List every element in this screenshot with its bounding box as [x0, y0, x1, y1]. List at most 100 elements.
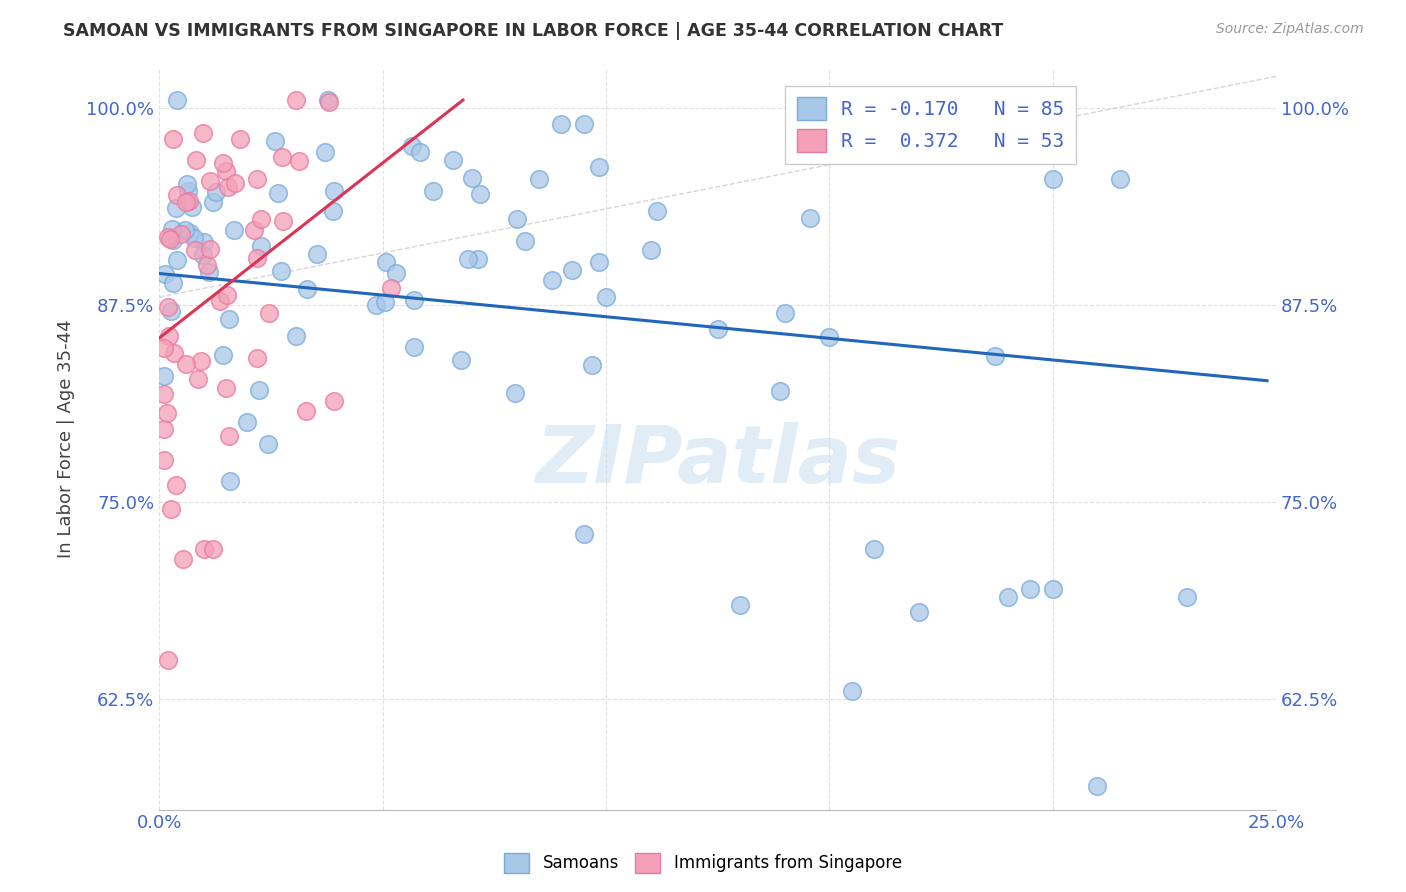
Point	[513, 234, 536, 248]
Legend: R = -0.170   N = 85, R =  0.372   N = 53: R = -0.170 N = 85, R = 0.372 N = 53	[785, 86, 1077, 163]
Point	[190, 354, 212, 368]
Point	[468, 187, 491, 202]
Point	[246, 172, 269, 186]
Point	[208, 294, 231, 309]
Point	[294, 404, 316, 418]
Point	[401, 139, 423, 153]
Point	[457, 252, 479, 267]
Point	[159, 304, 181, 318]
Y-axis label: In Labor Force | Age 35-44: In Labor Force | Age 35-44	[58, 319, 75, 558]
Point	[460, 171, 482, 186]
Point	[179, 194, 201, 208]
Point	[287, 153, 309, 168]
Point	[193, 248, 215, 262]
Point	[422, 185, 444, 199]
Point	[527, 172, 550, 186]
Point	[284, 93, 307, 107]
Point	[1042, 172, 1064, 186]
Point	[402, 293, 425, 307]
Point	[1042, 582, 1064, 596]
Point	[156, 406, 179, 420]
Point	[198, 265, 221, 279]
Point	[647, 204, 669, 219]
Point	[550, 117, 572, 131]
Point	[307, 247, 329, 261]
Point	[640, 243, 662, 257]
Point	[198, 174, 221, 188]
Point	[799, 211, 821, 225]
Point	[162, 233, 184, 247]
Point	[907, 606, 929, 620]
Point	[863, 542, 886, 557]
Point	[204, 186, 226, 200]
Point	[166, 187, 188, 202]
Point	[172, 552, 194, 566]
Point	[152, 422, 174, 436]
Point	[588, 255, 610, 269]
Point	[243, 223, 266, 237]
Point	[818, 329, 841, 343]
Point	[202, 195, 225, 210]
Point	[257, 305, 280, 319]
Point	[503, 386, 526, 401]
Point	[153, 267, 176, 281]
Point	[218, 311, 240, 326]
Point	[224, 176, 246, 190]
Point	[257, 436, 280, 450]
Point	[162, 276, 184, 290]
Point	[984, 349, 1007, 363]
Point	[380, 281, 402, 295]
Point	[218, 429, 240, 443]
Point	[219, 474, 242, 488]
Point	[200, 242, 222, 256]
Point	[217, 288, 239, 302]
Point	[201, 542, 224, 557]
Point	[156, 301, 179, 315]
Point	[450, 352, 472, 367]
Text: SAMOAN VS IMMIGRANTS FROM SINGAPORE IN LABOR FORCE | AGE 35-44 CORRELATION CHART: SAMOAN VS IMMIGRANTS FROM SINGAPORE IN L…	[63, 22, 1004, 40]
Point	[152, 387, 174, 401]
Point	[561, 263, 583, 277]
Point	[318, 95, 340, 110]
Point	[176, 177, 198, 191]
Point	[211, 156, 233, 170]
Point	[263, 134, 285, 148]
Point	[246, 351, 269, 366]
Point	[375, 255, 398, 269]
Point	[1019, 582, 1042, 596]
Point	[222, 223, 245, 237]
Point	[166, 93, 188, 107]
Point	[156, 230, 179, 244]
Point	[215, 164, 238, 178]
Point	[217, 179, 239, 194]
Text: Source: ZipAtlas.com: Source: ZipAtlas.com	[1216, 22, 1364, 37]
Point	[588, 160, 610, 174]
Point	[195, 258, 218, 272]
Point	[404, 340, 426, 354]
Point	[170, 227, 193, 241]
Point	[159, 231, 181, 245]
Point	[572, 526, 595, 541]
Point	[266, 186, 288, 200]
Point	[249, 239, 271, 253]
Point	[184, 243, 207, 257]
Point	[193, 542, 215, 557]
Point	[212, 349, 235, 363]
Point	[166, 252, 188, 267]
Point	[506, 212, 529, 227]
Point	[157, 329, 180, 343]
Point	[181, 201, 204, 215]
Point	[322, 184, 344, 198]
Point	[322, 393, 344, 408]
Point	[1085, 779, 1108, 793]
Point	[152, 341, 174, 355]
Point	[295, 282, 318, 296]
Point	[581, 358, 603, 372]
Point	[176, 357, 198, 371]
Point	[322, 204, 344, 219]
Point	[364, 298, 387, 312]
Point	[179, 226, 201, 240]
Point	[157, 653, 180, 667]
Point	[572, 117, 595, 131]
Point	[193, 235, 215, 249]
